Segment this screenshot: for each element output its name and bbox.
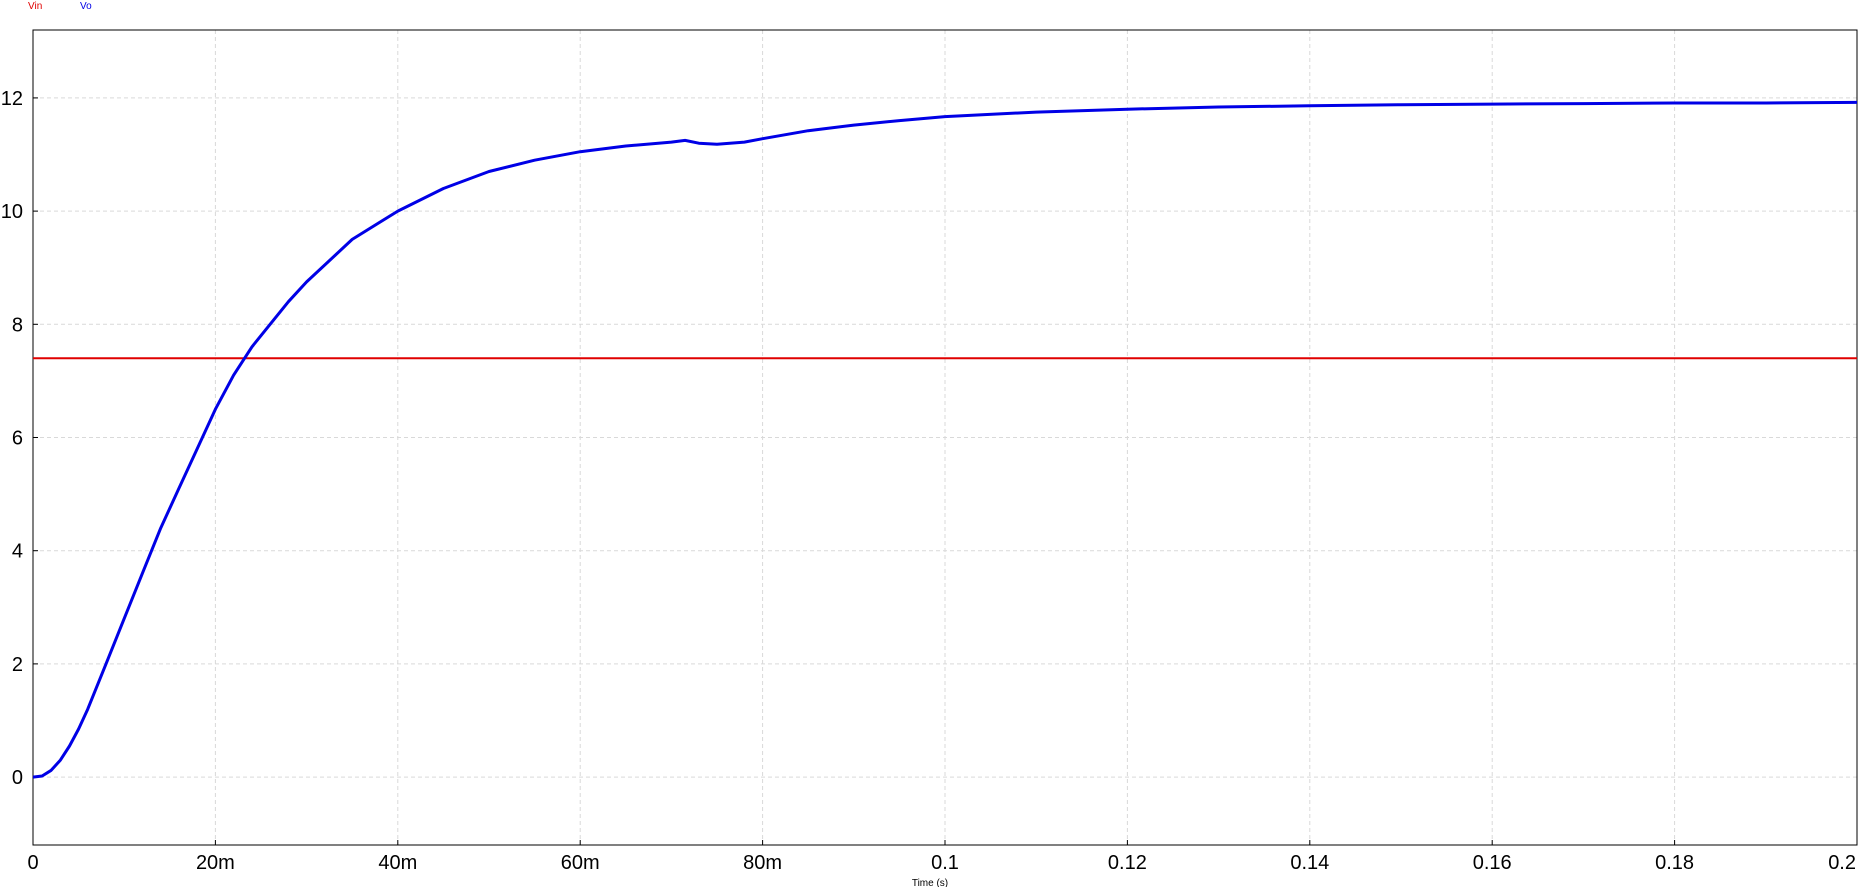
x-tick-label-10: 0.2 <box>1828 852 1856 874</box>
x-tick-label-4: 80m <box>743 852 782 874</box>
y-tick-label-1: 2 <box>12 654 23 676</box>
y-tick-label-5: 10 <box>1 201 23 223</box>
x-tick-label-8: 0.16 <box>1473 852 1512 874</box>
x-tick-label-9: 0.18 <box>1655 852 1694 874</box>
x-tick-label-1: 20m <box>196 852 235 874</box>
x-tick-label-3: 60m <box>561 852 600 874</box>
x-tick-label-5: 0.1 <box>931 852 959 874</box>
legend-vin: Vin <box>28 1 43 12</box>
legend-vo: Vo <box>80 1 92 12</box>
y-tick-label-3: 6 <box>12 428 23 450</box>
y-tick-label-0: 0 <box>12 767 23 789</box>
y-tick-label-4: 8 <box>12 314 23 336</box>
series-line-vo <box>32 100 1858 779</box>
y-tick-label-2: 4 <box>12 541 23 563</box>
x-tick-label-6: 0.12 <box>1108 852 1147 874</box>
x-tick-label-7: 0.14 <box>1290 852 1329 874</box>
x-tick-label-2: 40m <box>378 852 417 874</box>
x-axis-label: Time (s) <box>912 878 948 887</box>
x-tick-label-0: 0 <box>27 852 38 874</box>
y-tick-label-6: 12 <box>1 88 23 110</box>
